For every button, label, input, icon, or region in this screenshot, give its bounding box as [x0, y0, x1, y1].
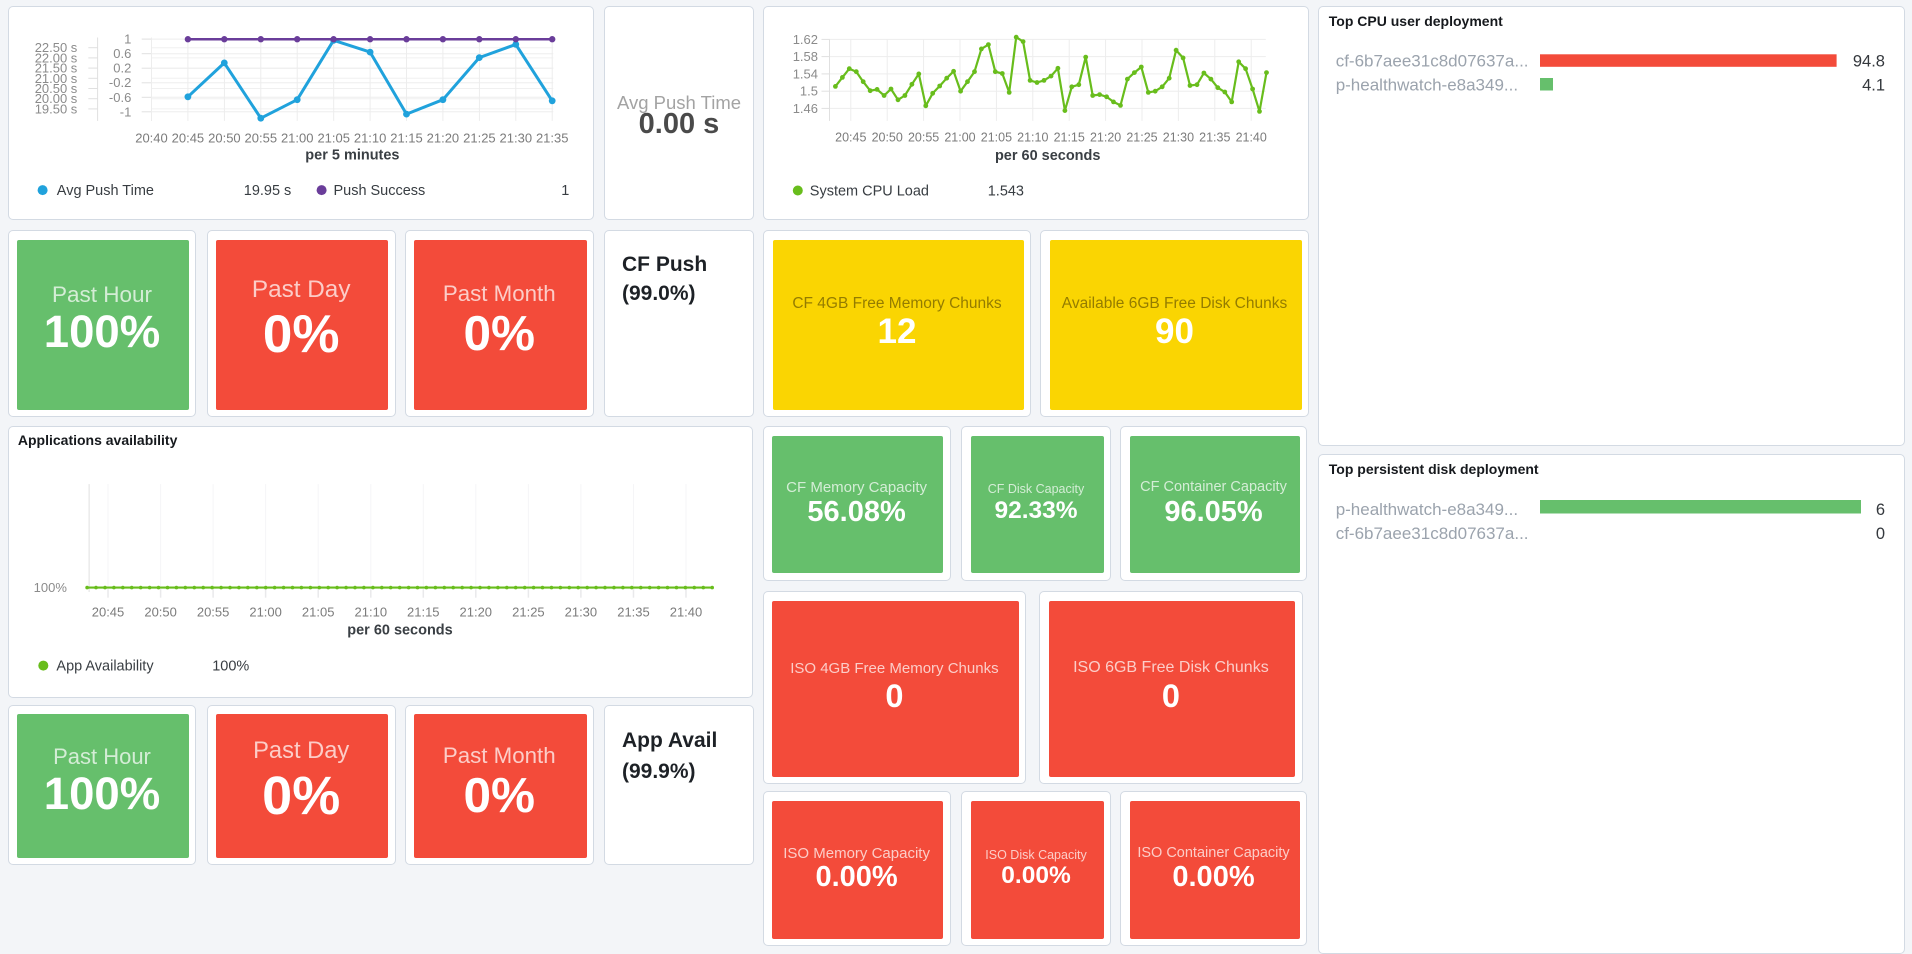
svg-text:21:10: 21:10 — [1017, 130, 1048, 144]
svg-text:21:35: 21:35 — [536, 130, 569, 145]
svg-text:21:10: 21:10 — [354, 605, 387, 620]
svg-text:21:20: 21:20 — [459, 605, 492, 620]
svg-text:20:55: 20:55 — [244, 130, 276, 145]
svg-text:21:05: 21:05 — [302, 605, 335, 620]
svg-text:20:55: 20:55 — [908, 130, 939, 144]
svg-text:94.8: 94.8 — [1853, 52, 1885, 70]
svg-text:20:45: 20:45 — [91, 605, 124, 620]
svg-text:21:30: 21:30 — [1163, 130, 1194, 144]
svg-text:p-healthwatch-e8a349...: p-healthwatch-e8a349... — [1336, 500, 1518, 519]
svg-text:0.6: 0.6 — [113, 46, 131, 61]
svg-text:p-healthwatch-e8a349...: p-healthwatch-e8a349... — [1336, 75, 1518, 94]
svg-text:21:00: 21:00 — [249, 605, 282, 620]
svg-text:21:20: 21:20 — [426, 130, 459, 145]
svg-text:100%: 100% — [33, 580, 67, 595]
svg-text:per 5 minutes: per 5 minutes — [305, 147, 399, 163]
svg-text:1.62: 1.62 — [793, 31, 818, 46]
svg-text:4.1: 4.1 — [1862, 76, 1885, 94]
svg-text:21:15: 21:15 — [390, 130, 423, 145]
svg-text:20:50: 20:50 — [144, 605, 177, 620]
svg-text:20:50: 20:50 — [872, 130, 903, 144]
svg-text:0: 0 — [1876, 525, 1885, 543]
svg-text:21:30: 21:30 — [564, 605, 597, 620]
svg-text:-0.2: -0.2 — [109, 75, 131, 90]
svg-text:19.50 s: 19.50 s — [34, 101, 77, 116]
svg-text:1.54: 1.54 — [793, 66, 818, 81]
svg-text:cf-6b7aee31c8d07637a...: cf-6b7aee31c8d07637a... — [1336, 51, 1529, 70]
svg-text:1.58: 1.58 — [793, 49, 818, 64]
svg-text:21:25: 21:25 — [463, 130, 496, 145]
svg-text:6: 6 — [1876, 501, 1885, 519]
svg-text:21:35: 21:35 — [1199, 130, 1230, 144]
svg-text:-1: -1 — [119, 104, 131, 119]
svg-text:21.50 s: 21.50 s — [34, 60, 77, 75]
svg-text:20:55: 20:55 — [197, 605, 230, 620]
svg-text:-0.6: -0.6 — [109, 89, 131, 104]
svg-text:21:15: 21:15 — [407, 605, 440, 620]
svg-text:per 60 seconds: per 60 seconds — [995, 148, 1100, 164]
svg-text:Push Success: Push Success — [333, 183, 425, 199]
svg-text:21:10: 21:10 — [354, 130, 387, 145]
svg-text:21:25: 21:25 — [1126, 130, 1157, 144]
svg-text:20:45: 20:45 — [171, 130, 204, 145]
svg-text:21:05: 21:05 — [317, 130, 350, 145]
svg-text:19.95 s: 19.95 s — [243, 183, 291, 199]
svg-text:21:15: 21:15 — [1054, 130, 1085, 144]
svg-text:0.2: 0.2 — [113, 60, 131, 75]
svg-text:21:30: 21:30 — [499, 130, 532, 145]
svg-text:21:00: 21:00 — [281, 130, 314, 145]
svg-text:20.50 s: 20.50 s — [34, 81, 77, 96]
svg-text:1.46: 1.46 — [793, 100, 818, 115]
svg-text:20:45: 20:45 — [835, 130, 866, 144]
svg-text:21:35: 21:35 — [617, 605, 650, 620]
svg-text:21.00 s: 21.00 s — [34, 70, 77, 85]
svg-text:20:50: 20:50 — [208, 130, 240, 145]
svg-text:21:20: 21:20 — [1090, 130, 1121, 144]
svg-text:App Availability: App Availability — [56, 659, 154, 675]
svg-text:System CPU Load: System CPU Load — [810, 183, 929, 199]
svg-text:1.5: 1.5 — [800, 83, 818, 98]
svg-text:1: 1 — [561, 183, 569, 199]
svg-text:1.543: 1.543 — [988, 183, 1024, 199]
svg-text:21:25: 21:25 — [512, 605, 545, 620]
svg-text:cf-6b7aee31c8d07637a...: cf-6b7aee31c8d07637a... — [1336, 524, 1529, 543]
svg-text:22.50 s: 22.50 s — [34, 40, 77, 55]
svg-text:21:40: 21:40 — [669, 605, 702, 620]
svg-text:20.00 s: 20.00 s — [34, 91, 77, 106]
svg-text:Avg Push Time: Avg Push Time — [56, 183, 153, 199]
svg-text:21:05: 21:05 — [981, 130, 1012, 144]
svg-text:1: 1 — [124, 31, 131, 46]
svg-text:21:00: 21:00 — [944, 130, 975, 144]
svg-text:20:40: 20:40 — [135, 130, 168, 145]
svg-text:100%: 100% — [212, 659, 249, 675]
svg-text:21:40: 21:40 — [1236, 130, 1267, 144]
svg-text:22.00 s: 22.00 s — [34, 50, 77, 65]
svg-text:per 60 seconds: per 60 seconds — [347, 623, 452, 639]
